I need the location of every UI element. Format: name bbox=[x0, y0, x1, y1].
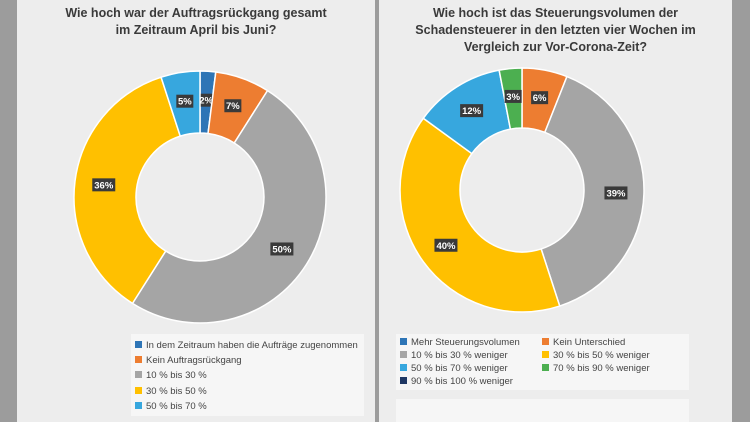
legend-1-label-6: 90 % bis 100 % weniger bbox=[411, 376, 513, 387]
legend-1-swatch-0 bbox=[400, 338, 407, 345]
legend-0-swatch-3 bbox=[135, 387, 142, 394]
legend-1-item-1: Kein Unterschied bbox=[542, 337, 625, 348]
donut-0-data-label-0: 2% bbox=[197, 93, 215, 107]
svg-text:3%: 3% bbox=[506, 92, 520, 103]
legend-1-label-3: 30 % bis 50 % weniger bbox=[553, 350, 650, 361]
legend-1-item-0: Mehr Steuerungsvolumen bbox=[400, 337, 520, 348]
legend-0-item-3: 30 % bis 50 % bbox=[135, 386, 207, 397]
donut-1-data-label-4: 12% bbox=[460, 104, 484, 118]
legend-1-swatch-2 bbox=[400, 351, 407, 358]
legend-0-label-2: 10 % bis 30 % bbox=[146, 370, 207, 381]
legend-1-label-2: 10 % bis 30 % weniger bbox=[411, 350, 508, 361]
svg-text:2%: 2% bbox=[199, 96, 213, 107]
svg-text:7%: 7% bbox=[226, 101, 240, 112]
legend-1-swatch-4 bbox=[400, 364, 407, 371]
legend-1-item-6: 90 % bis 100 % weniger bbox=[400, 376, 513, 387]
donut-0-data-label-1: 7% bbox=[224, 99, 242, 113]
legend-0-label-1: Kein Auftragsrückgang bbox=[146, 355, 242, 366]
donut-1-data-label-3: 40% bbox=[434, 238, 458, 252]
legend-0-swatch-0 bbox=[135, 341, 142, 348]
legend-1-item-4: 50 % bis 70 % weniger bbox=[400, 363, 508, 374]
chart-title-left: Wie hoch war der Auftragsrückgang gesamt… bbox=[65, 6, 327, 37]
legend-0-item-2: 10 % bis 30 % bbox=[135, 370, 207, 381]
legend-1-label-4: 50 % bis 70 % weniger bbox=[411, 363, 508, 374]
donut-1-data-label-5: 3% bbox=[504, 89, 522, 103]
legend-1-item-5: 70 % bis 90 % weniger bbox=[542, 363, 650, 374]
legend-0-label-0: In dem Zeitraum haben die Aufträge zugen… bbox=[146, 340, 358, 351]
svg-text:36%: 36% bbox=[94, 180, 114, 191]
empty-text-box bbox=[396, 399, 689, 422]
legend-1-swatch-6 bbox=[400, 377, 407, 384]
donut-1-data-label-1: 6% bbox=[531, 91, 549, 105]
legend-0-label-3: 30 % bis 50 % bbox=[146, 386, 207, 397]
svg-text:50%: 50% bbox=[272, 244, 292, 255]
legend-1-label-1: Kein Unterschied bbox=[553, 337, 626, 348]
donut-0-data-label-4: 5% bbox=[176, 94, 194, 108]
legend-0-swatch-1 bbox=[135, 356, 142, 363]
donut-0-slice-3 bbox=[73, 76, 182, 305]
donut-0-data-label-3: 36% bbox=[92, 178, 116, 192]
legend-0-swatch-2 bbox=[135, 371, 142, 378]
legend-0-item-1: Kein Auftragsrückgang bbox=[135, 355, 242, 366]
svg-text:40%: 40% bbox=[436, 241, 456, 252]
chart-panel-left: Wie hoch war der Auftragsrückgang gesamt… bbox=[17, 0, 375, 422]
legend-1-item-3: 30 % bis 50 % weniger bbox=[542, 350, 650, 361]
legend-0-swatch-4 bbox=[135, 402, 142, 409]
legend-1-label-5: 70 % bis 90 % weniger bbox=[553, 363, 650, 374]
legend-0-label-4: 50 % bis 70 % bbox=[146, 401, 207, 412]
donut-1-slice-3 bbox=[399, 117, 561, 313]
donut-1-data-label-2: 39% bbox=[604, 186, 628, 200]
legend-0-item-4: 50 % bis 70 % bbox=[135, 401, 207, 412]
legend-1-swatch-1 bbox=[542, 338, 549, 345]
legend-1-swatch-5 bbox=[542, 364, 549, 371]
legend-right: Mehr Steuerungsvolumen Kein Unterschied 10… bbox=[396, 334, 689, 390]
svg-text:5%: 5% bbox=[178, 97, 192, 108]
svg-text:12%: 12% bbox=[462, 106, 482, 117]
donut-0-slice-2 bbox=[131, 89, 327, 324]
svg-text:6%: 6% bbox=[533, 93, 547, 104]
donut-chart-right: 6% 39% 40% 12% 3% bbox=[399, 67, 645, 313]
donut-0-data-label-2: 50% bbox=[270, 242, 294, 256]
chart-panel-right: Wie hoch ist das Steuerungsvolumen der S… bbox=[379, 0, 732, 422]
svg-text:39%: 39% bbox=[606, 188, 626, 199]
donut-chart-left: 2% 7% 50% 36% 5% bbox=[73, 70, 327, 324]
legend-1-label-0: Mehr Steuerungsvolumen bbox=[411, 337, 520, 348]
legend-1-item-2: 10 % bis 30 % weniger bbox=[400, 350, 508, 361]
donut-1-slice-2 bbox=[540, 75, 645, 307]
legend-left: In dem Zeitraum haben die Aufträge zugen… bbox=[131, 334, 364, 416]
legend-1-swatch-3 bbox=[542, 351, 549, 358]
legend-0-item-0: In dem Zeitraum haben die Aufträge zugen… bbox=[135, 340, 358, 351]
chart-title-right: Wie hoch ist das Steuerungsvolumen der S… bbox=[415, 6, 696, 54]
